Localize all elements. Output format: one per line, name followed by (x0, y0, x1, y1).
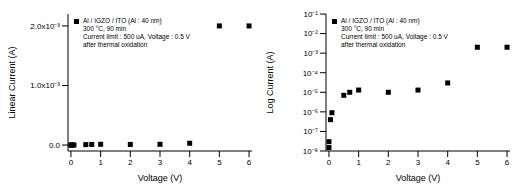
svg-text:1: 1 (356, 158, 361, 167)
svg-text:10⁻²: 10⁻² (303, 29, 318, 38)
svg-text:1: 1 (98, 158, 103, 167)
svg-text:4: 4 (445, 158, 450, 167)
svg-text:0: 0 (69, 158, 74, 167)
html-text:Current limit : 500 uA, Voltag: Current limit : 500 uA, Voltage : 0.5 V (341, 33, 448, 40)
svg-text:Voltage (V): Voltage (V) (138, 173, 183, 183)
svg-text:3: 3 (416, 158, 421, 167)
svg-text:5: 5 (217, 158, 222, 167)
svg-text:10⁻¹: 10⁻¹ (303, 10, 318, 19)
svg-text:10⁻⁶: 10⁻⁶ (303, 108, 318, 117)
svg-text:6: 6 (505, 158, 510, 167)
svg-text:0.0: 0.0 (49, 141, 61, 150)
html-text:Current limit : 500 uA, Voltag: Current limit : 500 uA, Voltage : 0.5 V (83, 33, 190, 40)
svg-text:Linear Current (A): Linear Current (A) (8, 46, 17, 118)
html-text:Al / IGZO / ITO (Al : 40 nm): Al / IGZO / ITO (Al : 40 nm) (341, 17, 420, 24)
svg-text:1.0x10⁻³: 1.0x10⁻³ (30, 81, 60, 90)
svg-text:10⁻³: 10⁻³ (303, 49, 318, 58)
svg-text:Voltage (V): Voltage (V) (396, 173, 441, 183)
svg-text:2: 2 (386, 158, 391, 167)
svg-text:10⁻⁷: 10⁻⁷ (303, 127, 318, 136)
svg-text:2.0x10⁻³: 2.0x10⁻³ (30, 22, 60, 31)
svg-text:10⁻⁴: 10⁻⁴ (303, 69, 319, 78)
svg-text:5: 5 (475, 158, 480, 167)
svg-text:3: 3 (158, 158, 163, 167)
svg-text:10⁻⁸: 10⁻⁸ (303, 147, 318, 156)
svg-text:10⁻⁵: 10⁻⁵ (303, 88, 318, 97)
svg-text:4: 4 (187, 158, 192, 167)
html-text:Al / IGZO / ITO (Al : 40 nm): Al / IGZO / ITO (Al : 40 nm) (83, 17, 162, 24)
html-text:after thermal oxidation: after thermal oxidation (83, 41, 148, 48)
html-text:300 °C, 90 min: 300 °C, 90 min (341, 25, 385, 32)
svg-text:2: 2 (128, 158, 133, 167)
svg-text:6: 6 (247, 158, 252, 167)
html-text:after thermal oxidation: after thermal oxidation (341, 41, 406, 48)
svg-text:Log Current (A): Log Current (A) (266, 51, 275, 113)
html-text:300 °C, 90 min: 300 °C, 90 min (83, 25, 127, 32)
svg-text:0: 0 (327, 158, 332, 167)
